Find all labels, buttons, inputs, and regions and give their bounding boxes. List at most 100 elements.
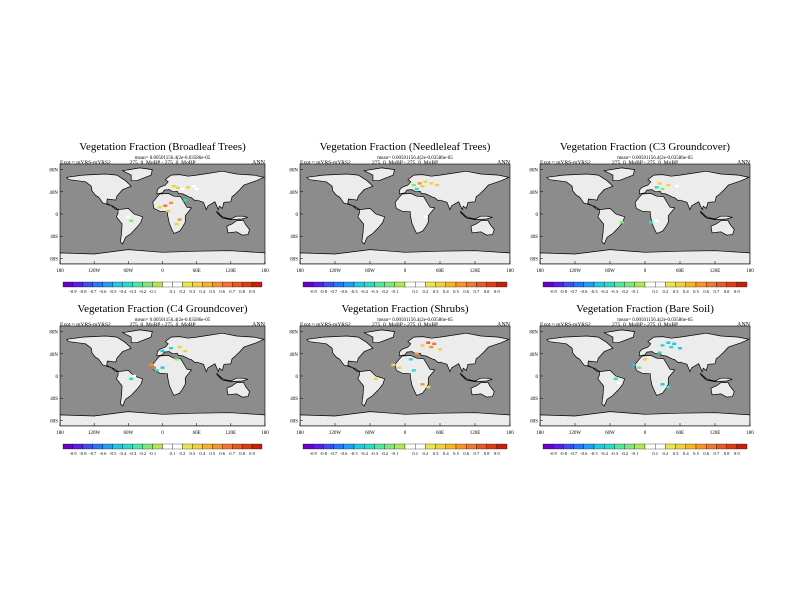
anomaly-cell xyxy=(660,383,665,386)
colorbar-label: -0.7 xyxy=(570,451,578,456)
colorbar-label: -0.1 xyxy=(631,289,639,294)
anomaly-cell xyxy=(149,363,154,367)
colorbar-bin xyxy=(466,443,477,450)
colorbar-bin xyxy=(573,443,584,450)
land-australia xyxy=(710,219,735,236)
x-tick-label: 120E xyxy=(710,269,721,274)
x-tick-label: 60W xyxy=(605,431,615,436)
colorbar-label: -0.8 xyxy=(560,289,568,294)
anomaly-cell xyxy=(420,383,425,386)
colorbar-bin xyxy=(665,281,676,288)
colorbar-label: -0.4 xyxy=(361,451,369,456)
anomaly-cell xyxy=(648,221,653,224)
anomaly-cell xyxy=(174,222,179,226)
colorbar-bin xyxy=(251,443,263,450)
colorbar-label: 0.8 xyxy=(239,451,245,456)
colorbar-label: -0.5 xyxy=(350,289,358,294)
x-tick-label: 60E xyxy=(193,431,201,436)
panel-title: Vegetation Fraction (C3 Groundcover) xyxy=(560,141,730,153)
colorbar-bin xyxy=(231,281,243,288)
x-tick-label: 120W xyxy=(88,431,101,436)
anomaly-cell xyxy=(129,377,134,380)
colorbar-label: 0.5 xyxy=(453,451,459,456)
colorbar-bin xyxy=(573,281,584,288)
colorbar-bin xyxy=(614,443,625,450)
x-tick-label: 120E xyxy=(470,431,481,436)
colorbar-bin xyxy=(142,443,153,450)
colorbar-bin xyxy=(404,443,416,450)
colorbar-bin xyxy=(634,443,646,450)
panel-run-label: 275_0_MoBP - 275_0_MoBP xyxy=(372,160,438,166)
anomaly-cell xyxy=(414,352,419,355)
x-tick-label: 120W xyxy=(88,269,101,274)
colorbar-label: 0.1 xyxy=(170,451,176,456)
colorbar-bin xyxy=(162,281,173,288)
colorbar-label: -0.6 xyxy=(580,289,588,294)
panel-season: ANN xyxy=(252,322,266,328)
colorbar-bin xyxy=(593,443,605,450)
colorbar-bin xyxy=(425,281,436,288)
colorbar-label: -0.5 xyxy=(109,289,117,294)
colorbar-label: 0.6 xyxy=(703,289,709,294)
colorbar-bin xyxy=(333,443,344,450)
x-tick-label: 120E xyxy=(470,269,481,274)
colorbar-label: -0.5 xyxy=(590,451,598,456)
colorbar-bin xyxy=(435,443,446,450)
map-content xyxy=(60,329,265,426)
anomaly-cell xyxy=(429,345,434,349)
anomaly-cell xyxy=(666,183,671,187)
colorbar-label: -0.5 xyxy=(109,451,117,456)
colorbar-bin xyxy=(82,443,94,450)
panel-title: Vegetation Fraction (Broadleaf Trees) xyxy=(79,141,246,153)
panel-title: Vegetation Fraction (Shrubs) xyxy=(341,303,468,315)
x-tick-label: 120W xyxy=(329,431,342,436)
colorbar-label: -0.6 xyxy=(99,289,107,294)
anomaly-cell xyxy=(169,201,173,205)
anomaly-cell xyxy=(163,204,168,207)
panel-run-label: 275_0_MoBP - 275_0_MoBP xyxy=(129,160,195,166)
land-north-america xyxy=(546,173,614,210)
y-tick-label: 40S xyxy=(50,235,58,240)
panel-season: ANN xyxy=(497,160,511,166)
land-south-america xyxy=(115,370,144,407)
colorbar-label: -0.7 xyxy=(570,289,578,294)
colorbar-label: -0.6 xyxy=(99,451,107,456)
x-tick-label: 0 xyxy=(404,269,407,274)
panel-run-label: 275_0_MoBP - 275_0_MoBP xyxy=(372,322,438,328)
anomaly-cell xyxy=(174,358,179,361)
colorbar-bin xyxy=(675,281,686,288)
anomaly-cell xyxy=(391,363,396,367)
colorbar-label: 0.9 xyxy=(494,289,500,294)
colorbar-label: 0.1 xyxy=(170,289,176,294)
anomaly-cell xyxy=(631,363,636,367)
colorbar-label: -0.1 xyxy=(391,451,399,456)
colorbar-bin xyxy=(695,281,707,288)
colorbar-label: -0.8 xyxy=(79,451,87,456)
colorbar-label: 0.8 xyxy=(239,289,245,294)
colorbar-label: -0.2 xyxy=(621,451,629,456)
anomaly-cell xyxy=(666,385,671,389)
colorbar-bin xyxy=(102,443,113,450)
anomaly-cell xyxy=(177,218,182,221)
colorbar-bin xyxy=(604,281,615,288)
anomaly-cell xyxy=(183,349,188,353)
colorbar-label: -0.4 xyxy=(601,289,609,294)
y-tick-label: 40N xyxy=(529,353,538,358)
panel-expt-label: Expt = mYRS-mYRS2 xyxy=(540,160,591,166)
colorbar-label: 0.5 xyxy=(209,451,215,456)
anomaly-cell xyxy=(417,182,422,185)
land-north-america xyxy=(306,173,374,210)
colorbar-label: -0.2 xyxy=(139,451,147,456)
colorbar-label: 0.3 xyxy=(189,289,195,294)
colorbar-label: 0.3 xyxy=(673,451,679,456)
colorbar-label: 0.1 xyxy=(412,289,418,294)
y-tick-label: 80S xyxy=(50,257,58,262)
colorbar-bin xyxy=(112,443,123,450)
land-australia xyxy=(710,381,735,398)
colorbar-label: 0.6 xyxy=(219,451,225,456)
colorbar-bin xyxy=(241,443,253,450)
x-tick-label: 180 xyxy=(261,431,269,436)
colorbar-bin xyxy=(374,281,385,288)
panel-subtitle: mean= 0.00501156.4(2e-0.03586e-05 xyxy=(377,156,453,161)
land-eurasia xyxy=(156,332,265,373)
